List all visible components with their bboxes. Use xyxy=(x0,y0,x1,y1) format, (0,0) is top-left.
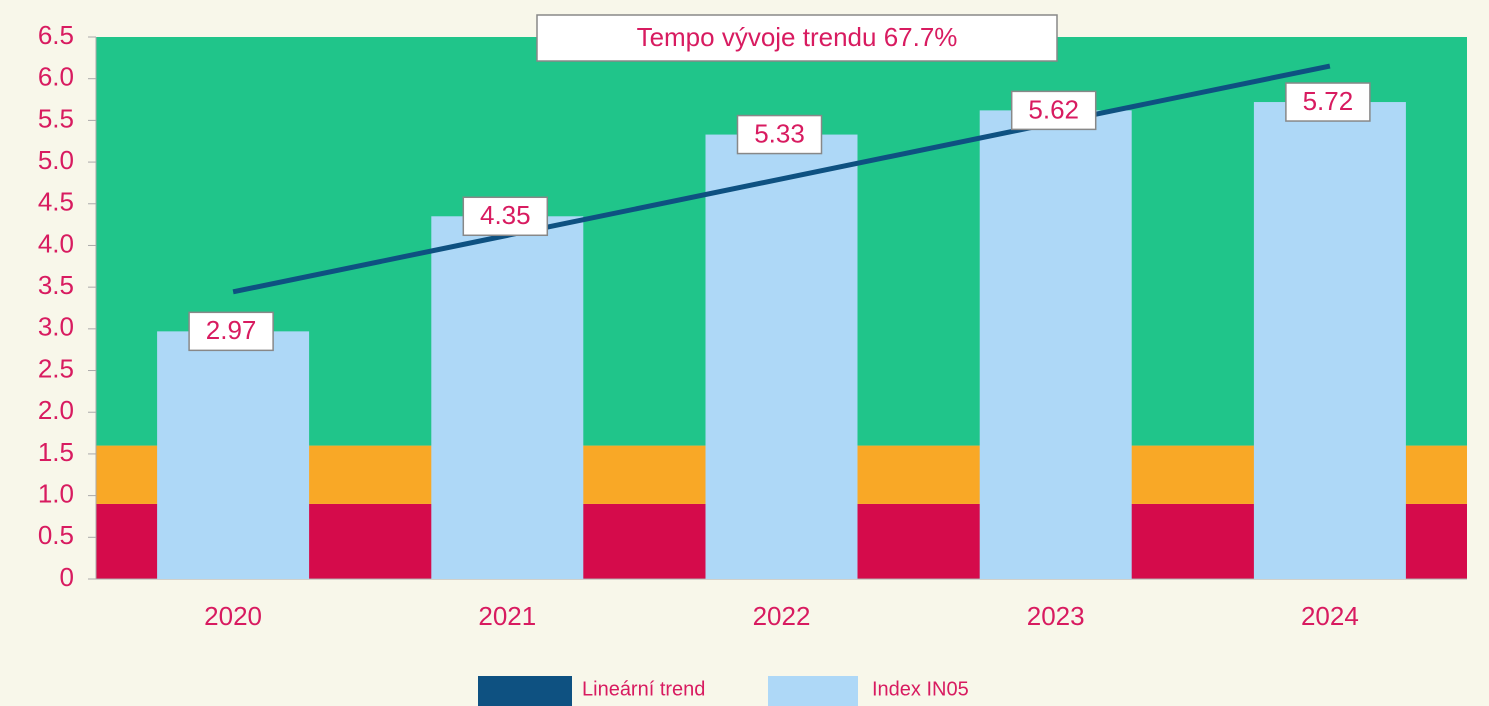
y-tick-label: 0 xyxy=(60,562,74,592)
y-tick-label: 5.5 xyxy=(38,103,74,133)
value-label-box xyxy=(1285,82,1371,122)
value-label-box xyxy=(736,114,823,155)
bar xyxy=(157,331,310,579)
legend-swatch xyxy=(478,676,572,706)
annotation: Tempo vývoje trendu 67.7% xyxy=(637,22,958,52)
x-tick-label: 2022 xyxy=(753,601,811,631)
x-tick-label: 2023 xyxy=(1027,601,1085,631)
value-label-box xyxy=(1010,90,1097,131)
x-tick-label: 2021 xyxy=(478,601,536,631)
bar xyxy=(705,134,858,579)
x-tick-label: 2024 xyxy=(1301,601,1359,631)
x-tick-label: 2020 xyxy=(204,601,262,631)
trend-line xyxy=(232,63,1331,295)
value-label: 5.33 xyxy=(754,118,805,148)
y-tick-label: 3.5 xyxy=(38,270,74,300)
y-tick-label: 0.5 xyxy=(38,520,74,550)
y-tick-label: 6.5 xyxy=(38,20,74,50)
y-tick-label: 1.0 xyxy=(38,478,74,508)
y-tick-label: 4.0 xyxy=(38,228,74,258)
bar xyxy=(431,216,584,579)
y-tick-label: 4.5 xyxy=(38,187,74,217)
y-tick-label: 1.5 xyxy=(38,437,74,467)
bar xyxy=(1253,102,1406,579)
value-label-box xyxy=(188,311,274,352)
y-tick-label: 2.0 xyxy=(38,395,74,425)
legend-label: Index IN05 xyxy=(872,678,969,700)
annotation-box xyxy=(536,14,1058,62)
legend-label: Lineární trend xyxy=(582,678,705,700)
y-tick-label: 5.0 xyxy=(38,145,74,175)
value-label-box xyxy=(462,196,549,237)
legend-swatch xyxy=(768,676,858,706)
y-tick-label: 3.0 xyxy=(38,312,74,342)
bar xyxy=(979,110,1132,579)
y-tick-label: 6.0 xyxy=(38,62,74,92)
value-label: 5.62 xyxy=(1028,94,1079,124)
y-tick-label: 2.5 xyxy=(38,353,74,383)
value-label: 5.72 xyxy=(1303,86,1354,116)
value-label: 4.35 xyxy=(480,200,531,230)
value-label: 2.97 xyxy=(206,315,257,345)
